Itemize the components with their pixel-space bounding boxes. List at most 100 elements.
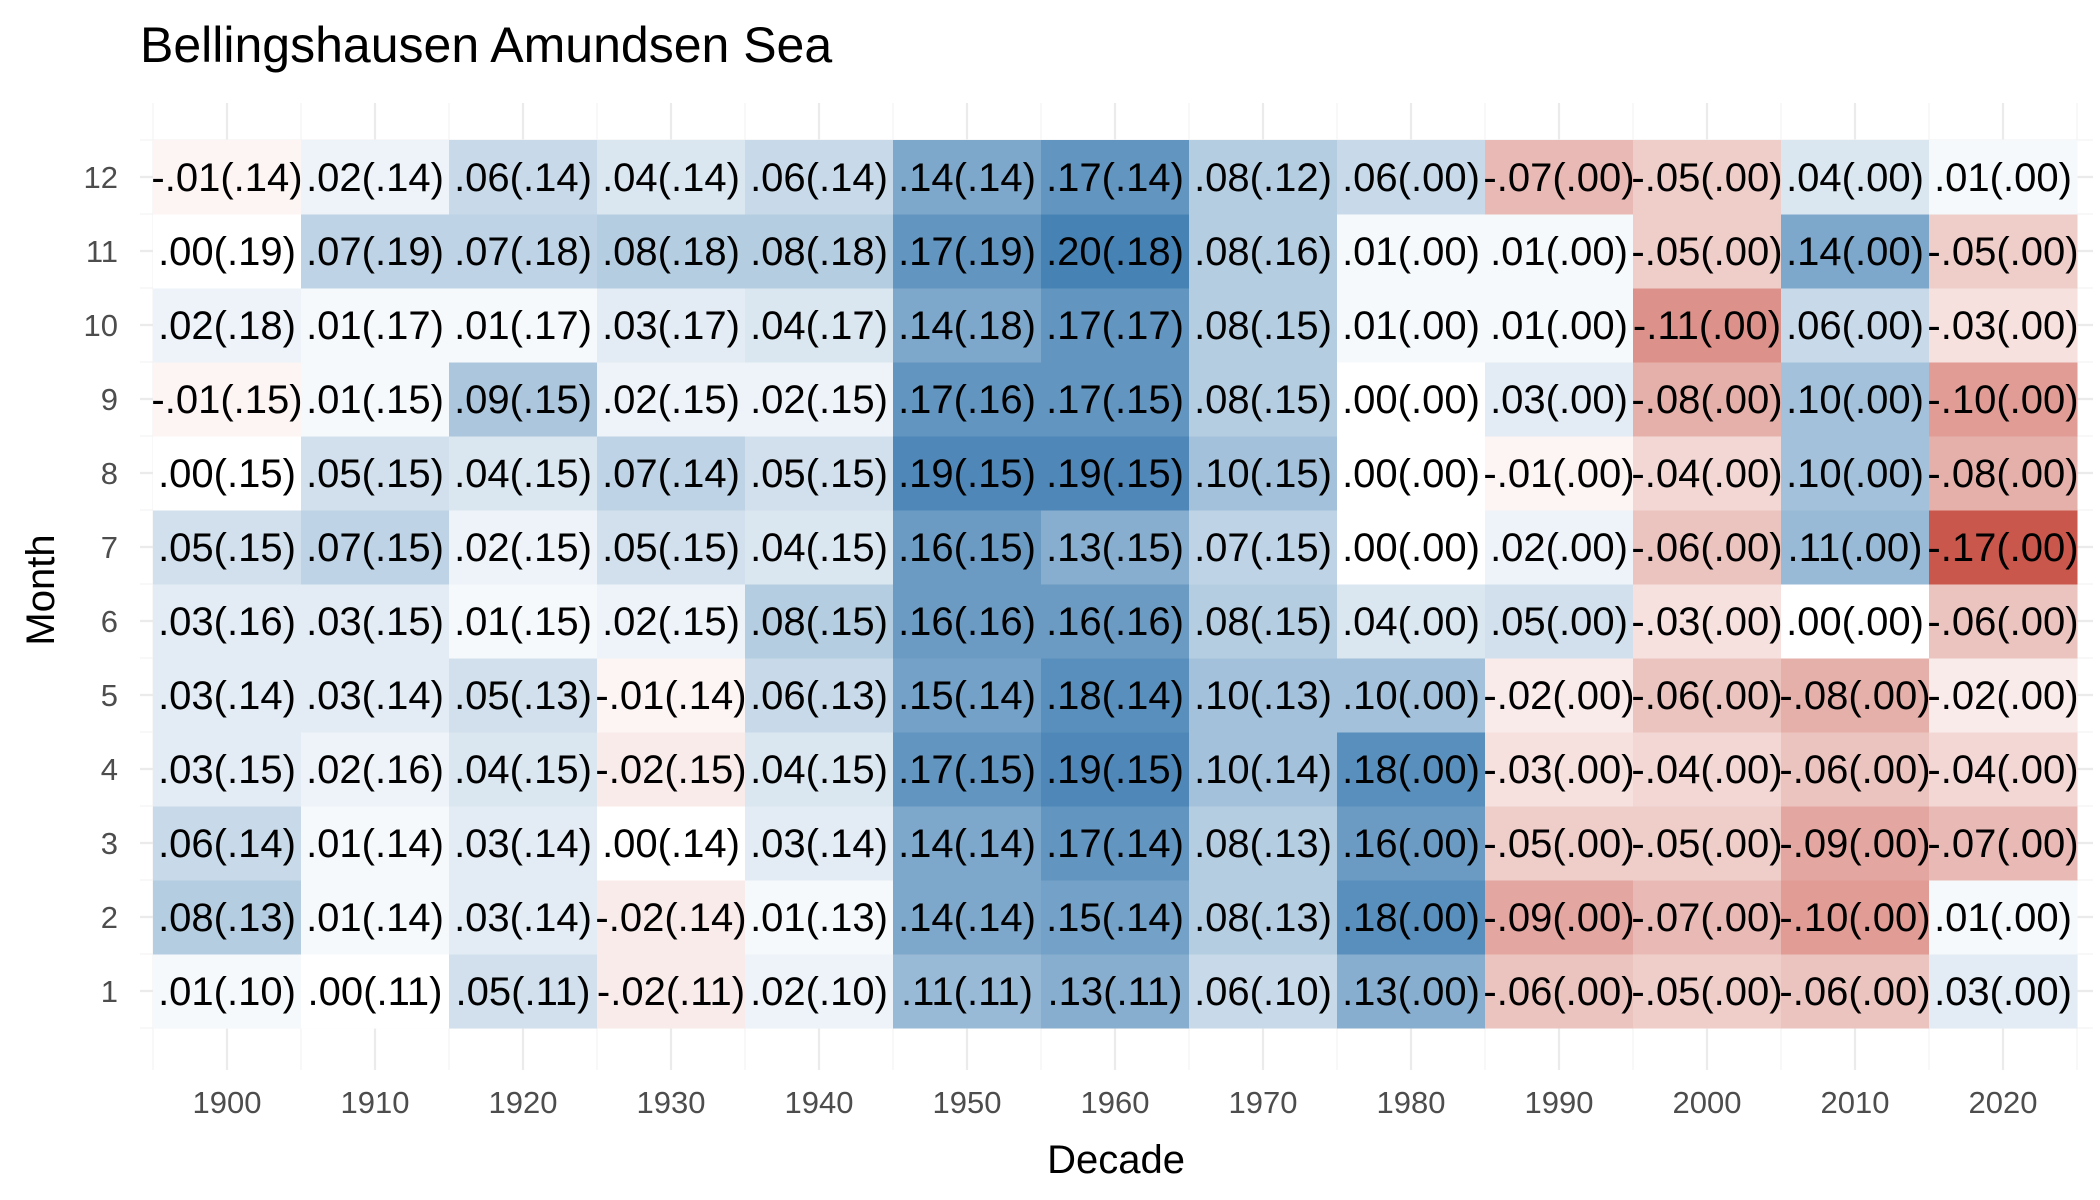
cell-label: .18(.14) bbox=[1046, 674, 1184, 718]
heatmap-cell bbox=[449, 584, 598, 659]
heatmap-cell bbox=[597, 880, 746, 955]
heatmap-cell bbox=[301, 954, 450, 1029]
heatmap-cell bbox=[1041, 954, 1190, 1029]
heatmap-cell bbox=[745, 806, 894, 881]
heatmap-cell bbox=[597, 214, 746, 289]
heatmap-cell bbox=[745, 584, 894, 659]
heatmap-cell bbox=[1337, 436, 1486, 511]
heatmap-cell bbox=[1041, 658, 1190, 733]
cell-label: .01(.13) bbox=[750, 896, 888, 940]
heatmap-cell bbox=[1929, 510, 2078, 585]
heatmap-cell bbox=[1189, 140, 1338, 215]
y-tick-label: 2 bbox=[101, 900, 118, 935]
cell-label: .14(.18) bbox=[898, 304, 1036, 348]
cell-label: .17(.15) bbox=[898, 748, 1036, 792]
x-tick-label: 1960 bbox=[1081, 1085, 1150, 1120]
cell-label: .20(.18) bbox=[1046, 230, 1184, 274]
cell-label: .08(.13) bbox=[1194, 896, 1332, 940]
y-tick-label: 5 bbox=[101, 678, 118, 713]
cell-label: .07(.15) bbox=[1194, 526, 1332, 570]
cell-label: .01(.15) bbox=[306, 378, 444, 422]
cell-label: .19(.15) bbox=[1046, 748, 1184, 792]
heatmap-cell bbox=[597, 954, 746, 1029]
heatmap-cell bbox=[597, 658, 746, 733]
cell-label: .10(.00) bbox=[1342, 674, 1480, 718]
heatmap-cell bbox=[893, 362, 1042, 437]
cell-label: -.02(.00) bbox=[1927, 674, 2078, 718]
cell-label: .10(.14) bbox=[1194, 748, 1332, 792]
heatmap-cell bbox=[1485, 732, 1634, 807]
y-tick-label: 4 bbox=[101, 752, 118, 787]
cell-label: .17(.19) bbox=[898, 230, 1036, 274]
heatmap-cell bbox=[1781, 140, 1930, 215]
cell-label: .14(.14) bbox=[898, 896, 1036, 940]
heatmap-cell bbox=[1189, 658, 1338, 733]
cell-label: .03(.00) bbox=[1490, 378, 1628, 422]
heatmap-cell bbox=[1337, 510, 1486, 585]
cell-label: .03(.14) bbox=[750, 822, 888, 866]
cell-label: -.02(.00) bbox=[1483, 674, 1634, 718]
cell-label: .01(.00) bbox=[1490, 304, 1628, 348]
cell-label: -.03(.00) bbox=[1483, 748, 1634, 792]
cell-label: .10(.00) bbox=[1786, 452, 1924, 496]
heatmap-cell bbox=[1633, 658, 1782, 733]
heatmap-cell bbox=[1633, 584, 1782, 659]
cell-label: .11(.11) bbox=[901, 970, 1033, 1014]
cell-label: .14(.14) bbox=[898, 822, 1036, 866]
cell-label: .18(.00) bbox=[1342, 748, 1480, 792]
heatmap-cell bbox=[1485, 584, 1634, 659]
cell-label: -.05(.00) bbox=[1483, 822, 1634, 866]
heatmap-cell bbox=[1929, 658, 2078, 733]
cell-label: -.11(.00) bbox=[1633, 304, 1781, 348]
heatmap-cell bbox=[1485, 288, 1634, 363]
heatmap-cell bbox=[1189, 436, 1338, 511]
cell-label: .05(.00) bbox=[1490, 600, 1628, 644]
heatmap-cell bbox=[1189, 954, 1338, 1029]
cell-label: .00(.00) bbox=[1342, 378, 1480, 422]
heatmap-cell bbox=[1929, 140, 2078, 215]
cell-label: .17(.14) bbox=[1046, 822, 1184, 866]
heatmap-cell bbox=[1929, 732, 2078, 807]
heatmap-cell bbox=[153, 880, 302, 955]
heatmap-cell bbox=[1929, 214, 2078, 289]
heatmap-cell bbox=[1337, 362, 1486, 437]
cell-label: .07(.19) bbox=[306, 230, 444, 274]
heatmap-cell bbox=[1337, 806, 1486, 881]
cell-label: .00(.00) bbox=[1786, 600, 1924, 644]
heatmap-cell bbox=[1485, 214, 1634, 289]
cell-label: -.03(.00) bbox=[1927, 304, 2078, 348]
cell-label: .19(.15) bbox=[1046, 452, 1184, 496]
cell-label: -.02(.14) bbox=[595, 896, 746, 940]
heatmap-cell bbox=[153, 288, 302, 363]
heatmap-cell bbox=[1633, 436, 1782, 511]
heatmap-cell bbox=[153, 436, 302, 511]
heatmap-cell bbox=[1781, 584, 1930, 659]
cell-label: .08(.13) bbox=[1194, 822, 1332, 866]
heatmap-cell bbox=[1633, 214, 1782, 289]
heatmap-cell bbox=[597, 362, 746, 437]
cell-label: -.09(.00) bbox=[1483, 896, 1634, 940]
y-tick-label: 7 bbox=[101, 530, 118, 565]
cell-label: .02(.15) bbox=[750, 378, 888, 422]
cell-label: .13(.00) bbox=[1342, 970, 1480, 1014]
heatmap-cell bbox=[1041, 436, 1190, 511]
heatmap-cell bbox=[1041, 584, 1190, 659]
heatmap-cell bbox=[1929, 954, 2078, 1029]
heatmap-cell bbox=[1337, 954, 1486, 1029]
cell-label: .01(.14) bbox=[306, 822, 444, 866]
heatmap-cell bbox=[1929, 288, 2078, 363]
cell-label: .08(.15) bbox=[1194, 304, 1332, 348]
cell-label: .16(.15) bbox=[898, 526, 1036, 570]
cell-label: .01(.00) bbox=[1934, 156, 2072, 200]
cell-label: -.07(.00) bbox=[1927, 822, 2078, 866]
heatmap-cell bbox=[1337, 658, 1486, 733]
cell-label: .16(.00) bbox=[1342, 822, 1480, 866]
cell-label: -.09(.00) bbox=[1779, 822, 1930, 866]
cell-label: -.05(.00) bbox=[1631, 822, 1782, 866]
cell-label: -.02(.15) bbox=[595, 748, 746, 792]
cell-label: -.06(.00) bbox=[1779, 970, 1930, 1014]
heatmap-cell bbox=[1337, 288, 1486, 363]
cell-label: .01(.00) bbox=[1490, 230, 1628, 274]
x-tick-label: 2000 bbox=[1673, 1085, 1742, 1120]
